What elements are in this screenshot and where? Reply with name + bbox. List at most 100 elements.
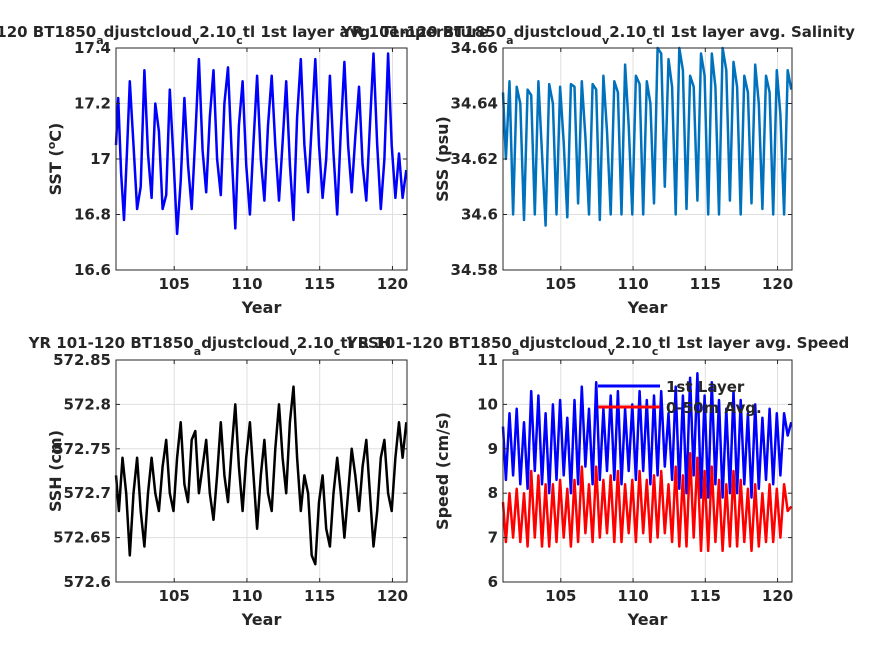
chart-title-part: djustcloud [201,334,289,352]
chart-title-part: djustcloud [519,334,607,352]
chart-title-part: c [646,34,653,47]
y-axis-label: SST (oC) [45,123,66,196]
chart-title-part: 2.10 [199,23,236,41]
chart-title: YR 101-120 BT1850adjustcloudv2.10ctl 1st… [346,334,850,358]
y-tick-label: 11 [477,351,498,369]
chart-title-part: v [602,34,610,47]
chart-title-part: a [512,345,519,358]
y-axis-label-sup: o [45,141,58,149]
x-tick-label: 110 [231,275,262,293]
series-line-1 [114,52,408,236]
x-axis-label: Year [627,610,668,629]
y-tick-label: 34.62 [451,150,498,168]
chart-title-part: 2.10 [297,334,334,352]
chart-title-part: djustcloud [104,23,192,41]
x-tick-label: 115 [690,275,721,293]
chart-title-part: tl 1st layer avg. Speed [658,334,849,352]
chart-title-part: 2.10 [615,334,652,352]
chart-title-part: djustcloud [514,23,602,41]
x-tick-label: 105 [159,587,190,605]
y-tick-label: 572.85 [53,351,111,369]
x-tick-label: 110 [231,587,262,605]
y-tick-label: 6 [488,573,498,591]
x-tick-label: 120 [377,275,408,293]
chart-title: YR 101-120 BT1850adjustcloudv2.10ctl 1st… [340,23,855,47]
y-axis-label: SSS (psu) [433,116,452,202]
axes-box [502,359,793,583]
y-axis-label-main: Speed (cm/s) [433,412,452,530]
x-axis-label: Year [241,610,282,629]
y-tick-label: 7 [488,529,498,547]
chart-panel-1: 105 110 115 120 16.6 16.8 17 17.2 17.4 Year SST (o… [0,23,489,317]
series-line-2 [501,451,793,553]
x-tick-label: 120 [377,587,408,605]
y-tick-label: 10 [477,395,498,413]
chart-title-part: a [194,345,201,358]
x-tick-label: 105 [159,275,190,293]
y-axis-label-main: SSS (psu) [433,116,452,202]
chart-title-part: c [334,345,341,358]
y-tick-label: 8 [488,484,498,502]
x-tick-label: 105 [545,275,576,293]
y-tick-label: 17.2 [74,95,111,113]
x-axis-label: Year [627,298,668,317]
y-axis-label-main: SSH (cm) [46,430,65,512]
chart-title-part: 2.10 [609,23,646,41]
y-tick-label: 16.8 [74,206,111,224]
chart-title-part: v [192,34,200,47]
chart-title-part: YR 101-120 BT1850 [340,23,506,41]
chart-title-part: tl SSH [340,334,391,352]
y-tick-label: 34.64 [451,95,498,113]
y-axis-label: SSH (cm) [46,430,65,512]
y-tick-label: 9 [488,440,498,458]
y-tick-label: 572.75 [53,440,111,458]
chart-panel-2: 105 110 115 120 34.58 34.6 34.62 34.64 34.66 Year… [340,23,855,317]
y-tick-label: 17.4 [74,39,111,57]
x-axis-label: Year [241,298,282,317]
x-tick-label: 120 [762,275,793,293]
y-tick-label: 572.8 [64,395,111,413]
axes-box [115,359,408,583]
chart-title-part: v [608,345,616,358]
series-line-1 [501,46,793,227]
x-tick-label: 110 [617,275,648,293]
chart-title-part: a [96,34,103,47]
chart-title-part: a [506,34,513,47]
x-tick-label: 115 [690,587,721,605]
chart-title-part: tl 1st layer avg. Temperature [243,23,489,41]
chart-title-part: tl 1st layer avg. Salinity [653,23,855,41]
chart-title-part: v [290,345,298,358]
y-tick-label: 17 [90,150,111,168]
chart-title-part: c [236,34,243,47]
chart-title-part: c [652,345,659,358]
chart-panel-4: 105 110 115 120 6 7 8 9 10 11 Year Speed (cm/s) YR 1… [346,334,850,629]
chart-title-part: YR 101-120 BT1850 [0,23,96,41]
chart-title-part: YR 101-120 BT1850 [346,334,512,352]
series-line-1 [501,372,793,499]
y-tick-label: 34.58 [451,261,498,279]
y-tick-label: 572.7 [64,484,111,502]
y-axis-label-tail: C) [46,123,65,142]
chart-title: YR 101-120 BT1850adjustcloudv2.10ctl SSH [28,334,392,358]
y-tick-label: 16.6 [74,261,111,279]
x-tick-label: 110 [617,587,648,605]
y-axis-label: Speed (cm/s) [433,412,452,530]
y-tick-label: 572.6 [64,573,111,591]
x-tick-label: 105 [545,587,576,605]
series-line-1 [114,385,408,566]
legend: 1st Layer 0-50m Avg. [598,378,762,417]
legend-label-2: 0-50m Avg. [666,399,762,417]
chart-title: YR 101-120 BT1850adjustcloudv2.10ctl 1st… [0,23,489,47]
x-tick-label: 120 [762,587,793,605]
chart-panel-3: 105 110 115 120572.6572.65572.7572.75572.85… [28,334,408,629]
y-tick-label: 572.65 [53,529,111,547]
x-tick-label: 115 [304,587,335,605]
y-tick-label: 34.66 [451,39,498,57]
legend-label-1: 1st Layer [666,378,745,396]
y-tick-label: 34.6 [461,206,498,224]
chart-title-part: YR 101-120 BT1850 [28,334,194,352]
x-tick-label: 115 [304,275,335,293]
y-axis-label-main: SST ( [46,149,65,195]
plot-area [503,360,792,582]
